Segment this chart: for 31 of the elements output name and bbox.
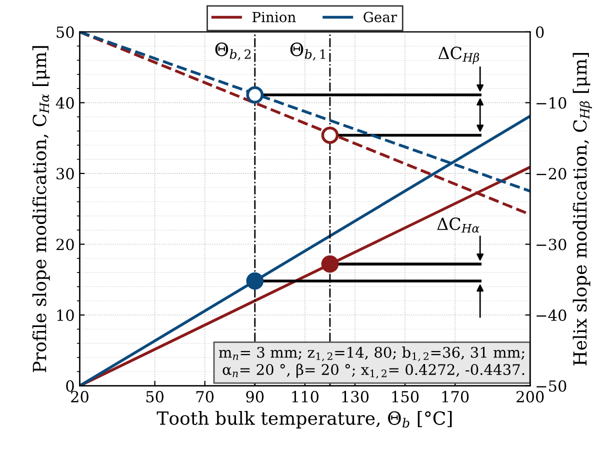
y-axis-title: Profile slope modification, C$_{Hα}$ [μm] [32,46,50,372]
y2-tick-label: −50 [536,380,566,392]
y-tick-label: 30 [56,168,74,180]
x-tick-label: 90 [246,390,264,402]
x-axis-title: Tooth bulk temperature, Θ$_{b}$ [°C] [156,410,452,428]
y2-tick-label: 0 [536,26,544,38]
x-tick-label: 200 [516,390,544,402]
ref-line-label: Θ$_{b,2}$ [215,42,251,60]
x-tick-label: 170 [442,390,469,402]
x-tick-label: 50 [146,390,164,402]
x-tick-label: 130 [342,390,369,402]
x-tick-label: 110 [292,390,319,402]
legend-label: Gear [364,12,398,22]
y-tick-label: 20 [56,238,74,250]
ref-line-label: Θ$_{b,1}$ [290,42,326,60]
y2-tick-label: −30 [536,238,566,250]
y-tick-label: 50 [56,26,74,38]
y2-tick-label: −40 [536,309,566,322]
x-tick-label: 150 [392,390,419,402]
y2-tick-label: −10 [536,97,566,109]
annotation: ΔC$_{Hα}$ [437,218,480,233]
text: m$_{n}$= 3 mm; z$_{1,2}$=14, 80; b$_{1,2}$=36, 31 mm; α$_{n}$= 20 °, β= 20 °; x$_{1,2}$= 0.4272, -0.4437. [218,346,524,378]
y2-axis-title: Helix slope modification, C$_{Hβ}$ [μm] [572,53,592,366]
y-tick-label: 40 [56,97,74,109]
annotation: ΔC$_{Hβ}$ [438,46,480,64]
y-tick-label: 10 [57,309,74,322]
legend-label: Pinion [252,12,296,22]
y2-tick-label: −20 [536,168,566,180]
y-tick-label: 0 [66,380,74,392]
x-tick-label: 70 [196,390,214,402]
x-tick-label: 20 [71,390,88,402]
